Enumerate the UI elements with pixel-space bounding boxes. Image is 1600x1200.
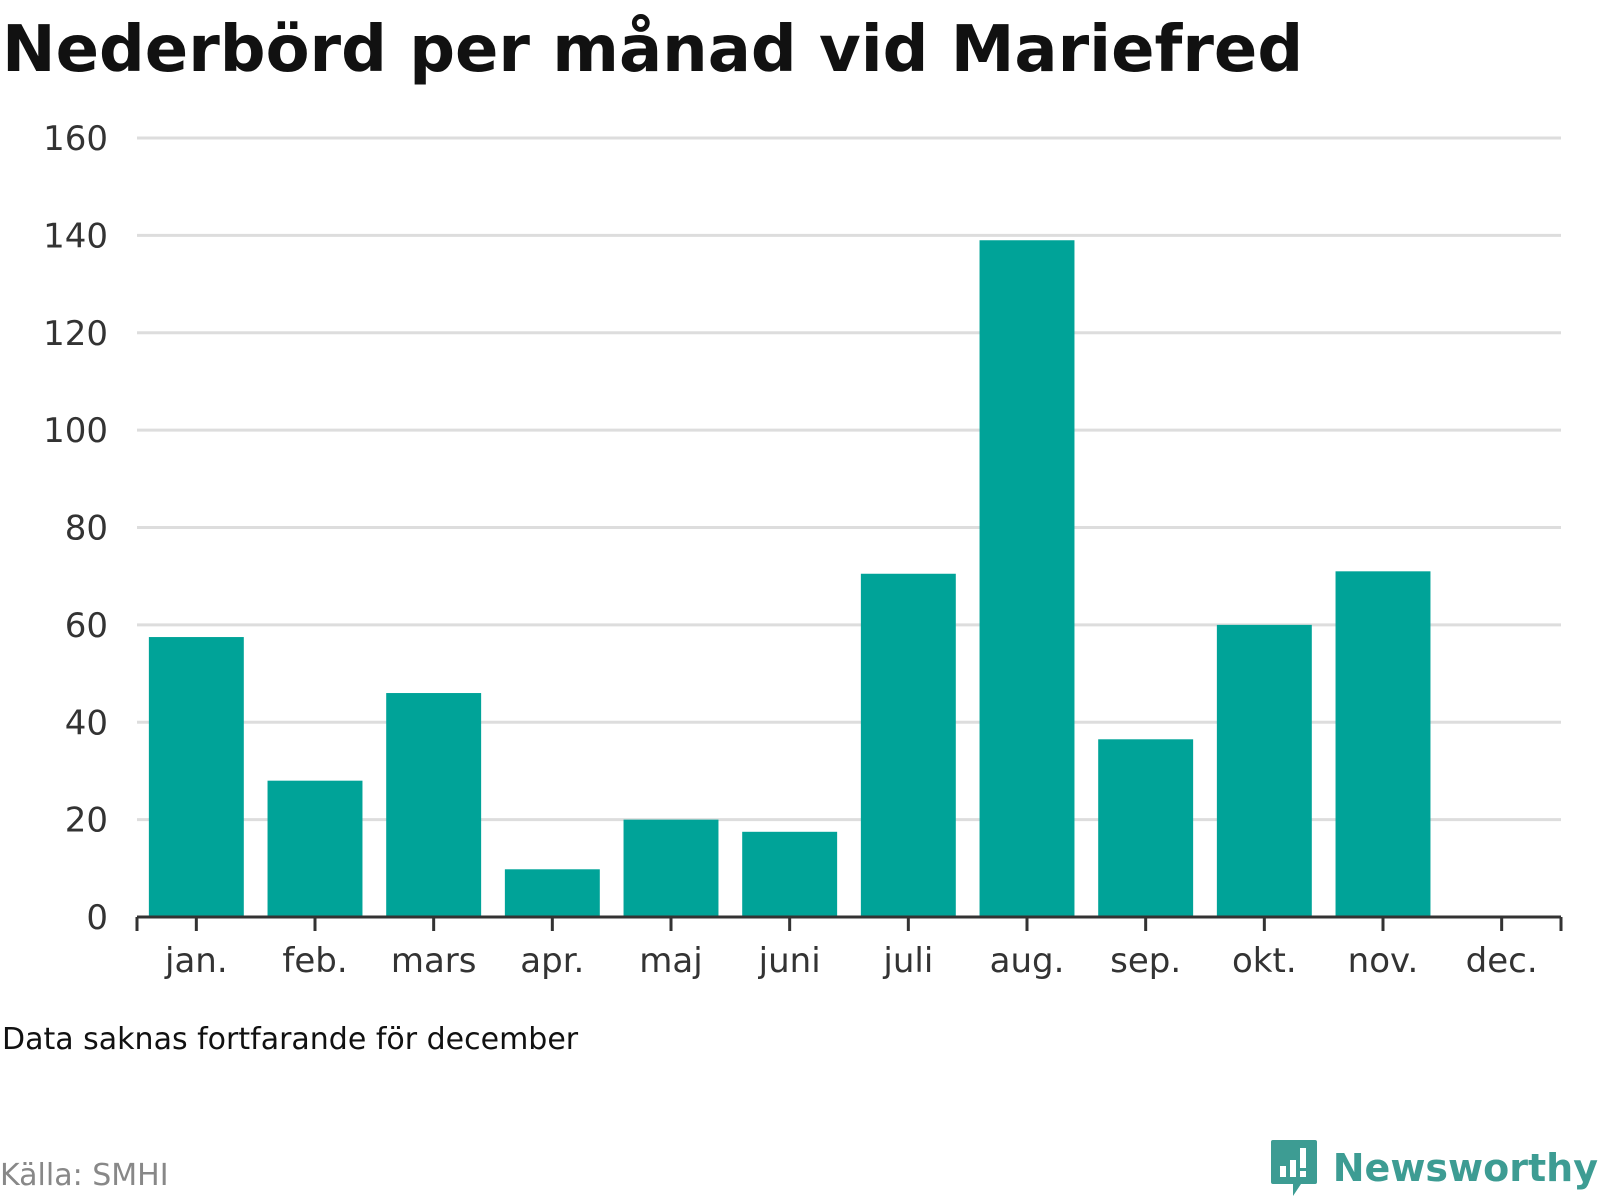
bar xyxy=(623,819,719,917)
bar xyxy=(148,637,244,917)
y-tick-label: 20 xyxy=(65,801,108,841)
y-tick-label: 80 xyxy=(65,509,108,549)
y-tick-label: 160 xyxy=(43,119,108,159)
bar xyxy=(504,869,600,917)
bar xyxy=(386,693,482,917)
bars xyxy=(148,240,1431,917)
x-tick-label: aug. xyxy=(990,941,1065,981)
x-tick-label: dec. xyxy=(1466,941,1538,981)
bar-chart-speech-bubble-icon xyxy=(1270,1140,1317,1196)
x-axis xyxy=(135,915,1563,931)
gridlines xyxy=(137,136,1561,822)
x-tick-label: juli xyxy=(882,941,933,981)
x-tick-label: jan. xyxy=(164,941,228,981)
x-tick-label: juni xyxy=(758,941,821,981)
x-tick-label: maj xyxy=(639,941,702,981)
y-tick-label: 100 xyxy=(43,411,108,451)
bar xyxy=(267,780,363,917)
x-tick-label: apr. xyxy=(520,941,584,981)
x-tick-label: feb. xyxy=(282,941,347,981)
y-tick-label: 60 xyxy=(65,606,108,646)
chart-title: Nederbörd per månad vid Mariefred xyxy=(2,13,1304,87)
missing-data-note: Data saknas fortfarande för december xyxy=(2,1022,579,1057)
bar xyxy=(979,240,1075,917)
brand-name: Newsworthy xyxy=(1332,1146,1598,1190)
x-tick-label: nov. xyxy=(1348,941,1419,981)
x-tick-label: sep. xyxy=(1110,941,1181,981)
y-tick-label: 140 xyxy=(43,216,108,256)
brand-logo: Newsworthy xyxy=(1269,1138,1598,1198)
y-tick-label: 40 xyxy=(65,703,108,743)
bar xyxy=(1335,571,1431,917)
y-tick-label: 0 xyxy=(86,898,108,938)
bar xyxy=(860,573,956,917)
tick-labels: 0 20 40 60 80 100 120 140 160 jan. feb. mars apr. maj… xyxy=(43,119,1538,981)
bar xyxy=(1098,739,1194,917)
y-tick-label: 120 xyxy=(43,314,108,354)
bar xyxy=(1216,624,1312,917)
source-credit: Källa: SMHI xyxy=(0,1158,169,1193)
x-tick-label: mars xyxy=(391,941,477,981)
bar xyxy=(742,831,838,917)
x-tick-label: okt. xyxy=(1232,941,1297,981)
